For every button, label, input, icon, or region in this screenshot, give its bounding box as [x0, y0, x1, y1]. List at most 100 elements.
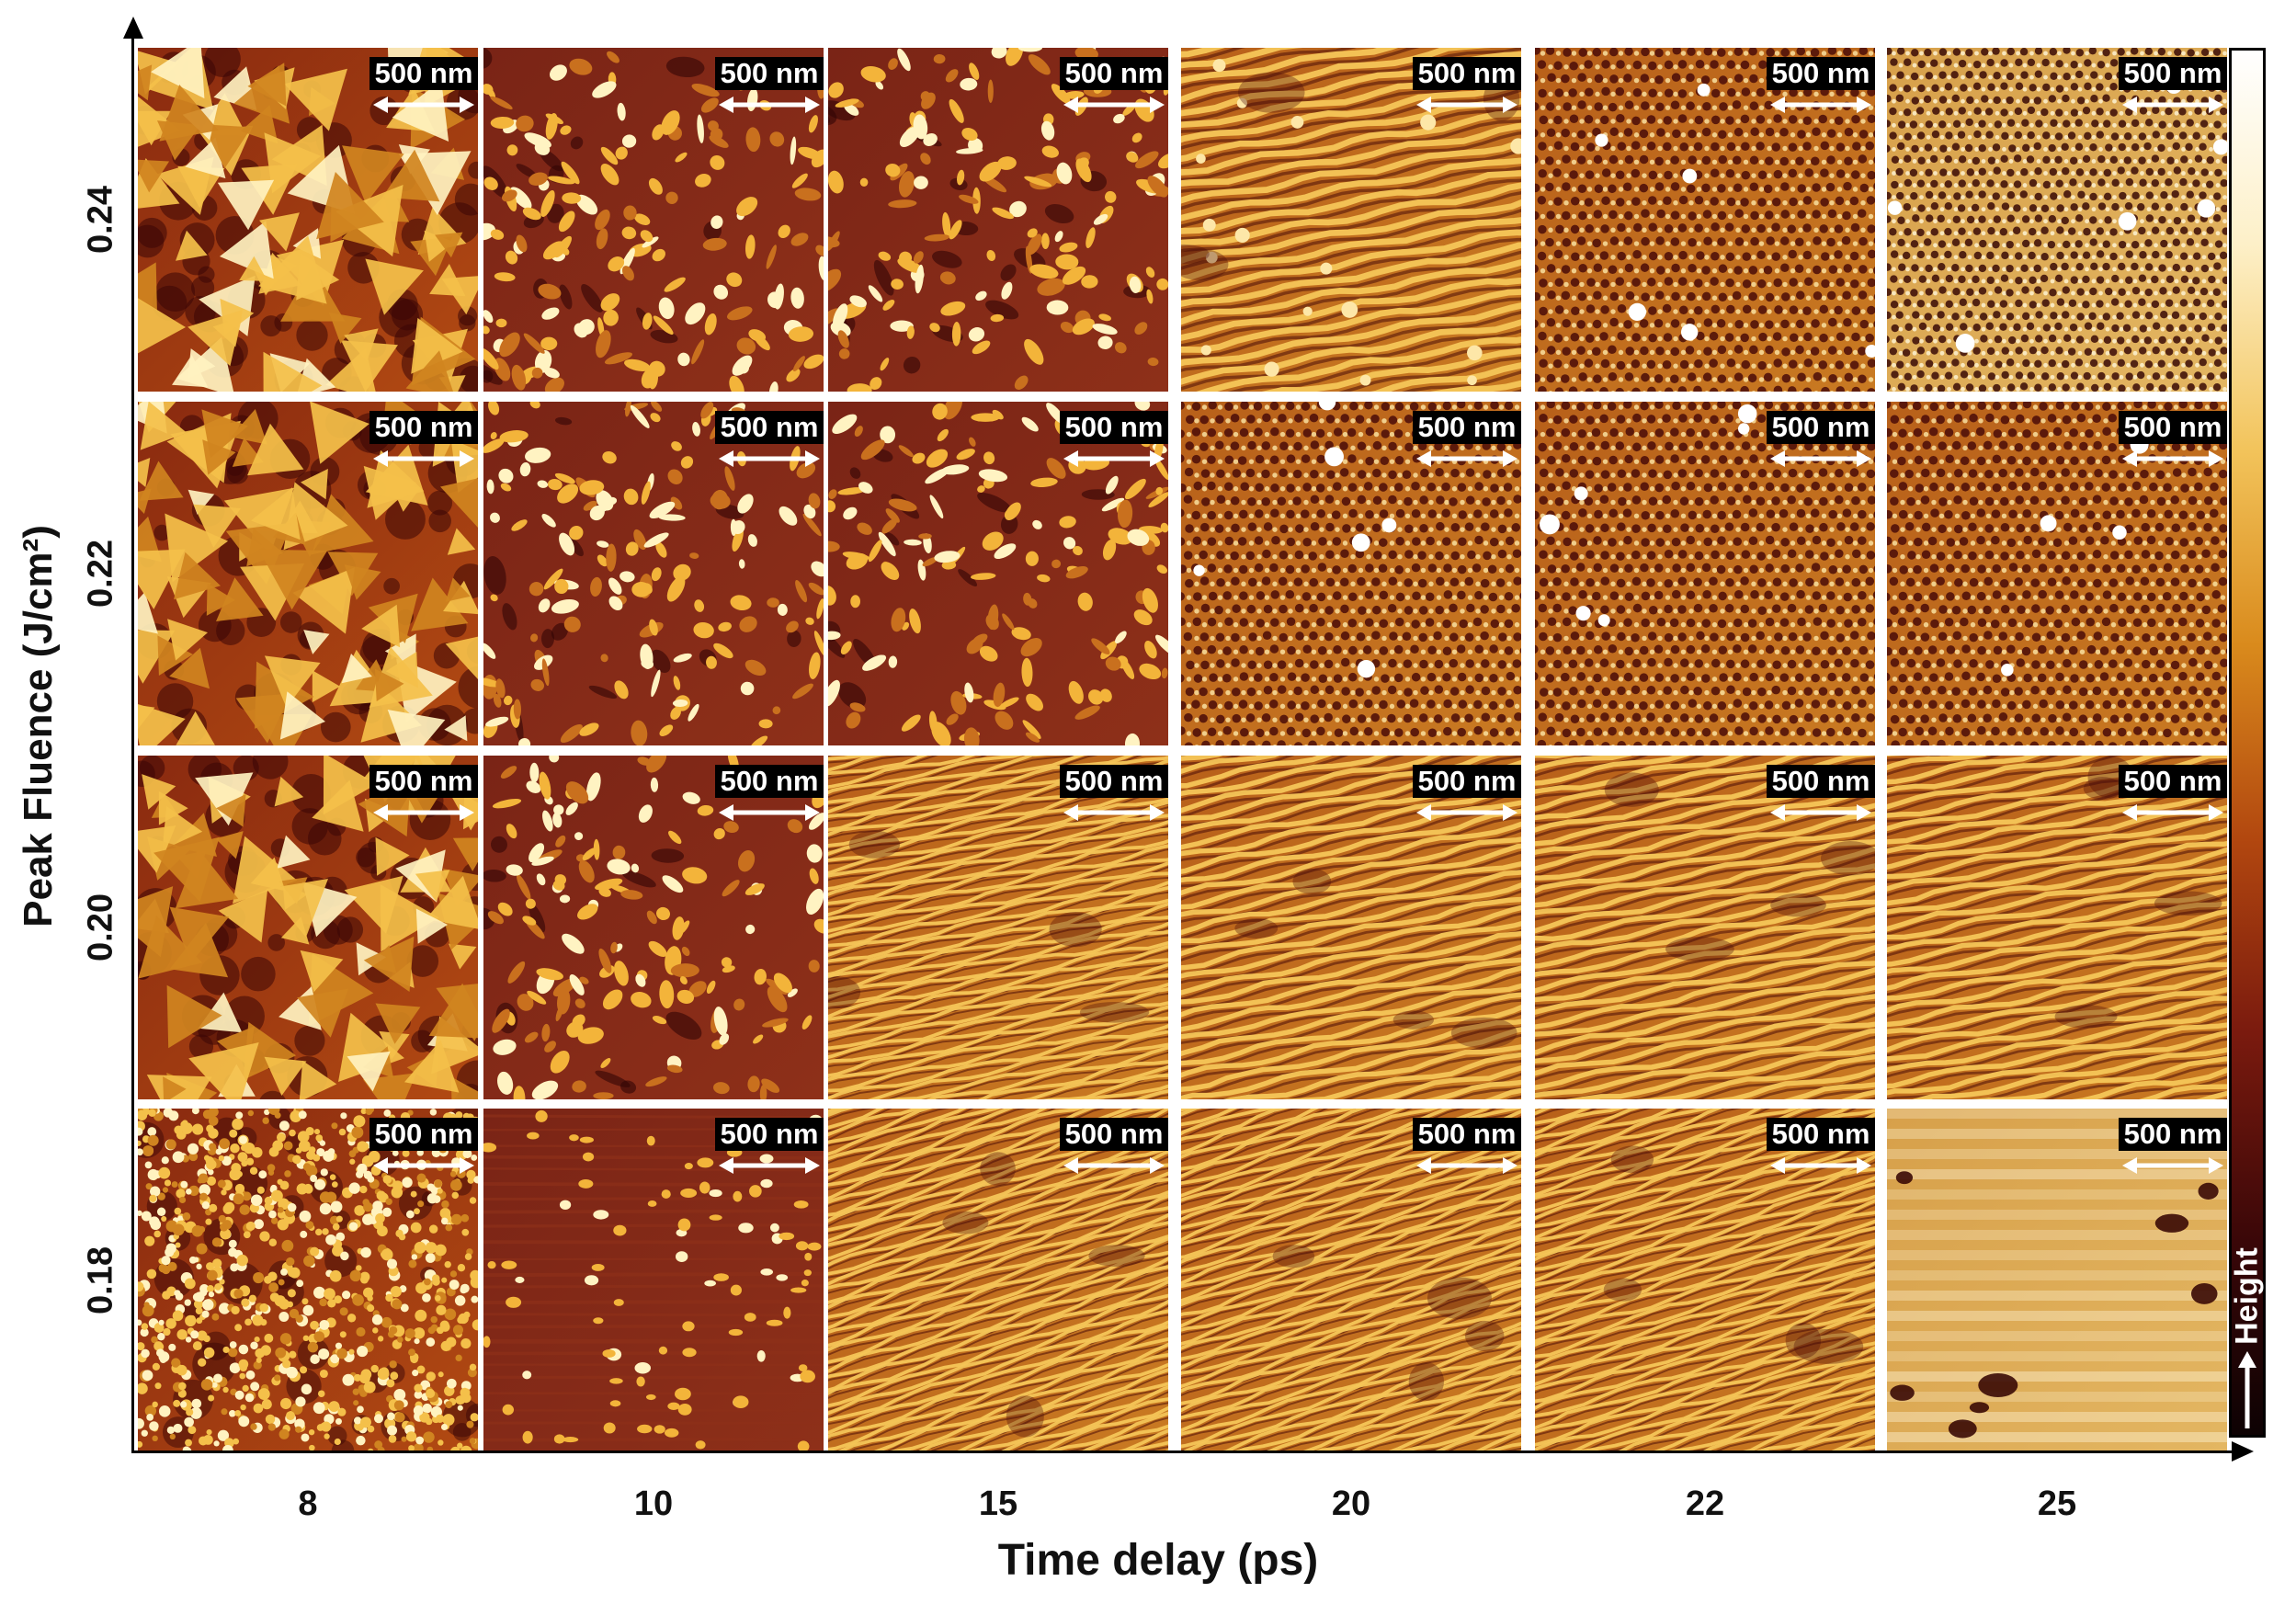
- scale-bar-label: 500 nm: [1767, 411, 1875, 444]
- scale-bar: 500 nm: [715, 48, 824, 116]
- scale-bar-label: 500 nm: [1060, 411, 1168, 444]
- x-axis-title: Time delay (ps): [997, 1536, 1319, 1585]
- scale-bar: 500 nm: [1767, 402, 1875, 470]
- scale-bar: 500 nm: [369, 402, 478, 470]
- afm-panel: 500 nm: [1887, 48, 2227, 392]
- scale-bar: 500 nm: [2119, 402, 2227, 470]
- afm-panel: 500 nm: [138, 48, 478, 392]
- afm-height-map: [483, 48, 824, 392]
- scale-bar: 500 nm: [715, 756, 824, 824]
- y-tick-label: 0.20: [81, 893, 120, 961]
- scale-bar: 500 nm: [715, 402, 824, 470]
- afm-height-map: [483, 402, 824, 745]
- scale-bar: 500 nm: [1060, 1109, 1168, 1177]
- double-arrow-icon: [1416, 450, 1517, 467]
- double-arrow-icon: [1770, 450, 1871, 467]
- scale-bar: 500 nm: [369, 756, 478, 824]
- double-arrow-icon: [1063, 97, 1165, 113]
- double-arrow-icon: [1416, 97, 1517, 113]
- y-axis-title: Peak Fluence (J/cm²): [16, 525, 61, 927]
- scale-bar: 500 nm: [1767, 756, 1875, 824]
- scale-bar-label: 500 nm: [2119, 411, 2227, 444]
- scale-bar: 500 nm: [1060, 48, 1168, 116]
- afm-panel: 500 nm: [483, 1109, 824, 1452]
- afm-height-map: [828, 402, 1168, 745]
- scale-bar: 500 nm: [1413, 1109, 1521, 1177]
- scale-bar-label: 500 nm: [1413, 57, 1521, 90]
- scale-bar: 500 nm: [1413, 756, 1521, 824]
- scale-bar-label: 500 nm: [1767, 765, 1875, 798]
- afm-height-map: [1535, 48, 1875, 392]
- afm-panel: 500 nm: [828, 48, 1168, 392]
- scale-bar: 500 nm: [1060, 756, 1168, 824]
- afm-panel: 500 nm: [1181, 48, 1521, 392]
- afm-panel: 500 nm: [138, 756, 478, 1099]
- afm-panel: 500 nm: [828, 1109, 1168, 1452]
- double-arrow-icon: [719, 450, 820, 467]
- scale-bar-label: 500 nm: [2119, 57, 2227, 90]
- scale-bar-label: 500 nm: [715, 1118, 824, 1151]
- scale-bar-label: 500 nm: [1413, 765, 1521, 798]
- x-tick-label: 25: [2037, 1485, 2077, 1523]
- scale-bar: 500 nm: [1767, 48, 1875, 116]
- afm-panel: 500 nm: [1535, 48, 1875, 392]
- scale-bar-label: 500 nm: [1767, 57, 1875, 90]
- scale-bar-label: 500 nm: [369, 1118, 478, 1151]
- scale-bar-label: 500 nm: [1413, 411, 1521, 444]
- double-arrow-icon: [1063, 1157, 1165, 1174]
- double-arrow-icon: [2122, 804, 2223, 821]
- y-tick-label: 0.22: [81, 540, 120, 608]
- double-arrow-icon: [1770, 1157, 1871, 1174]
- scale-bar-label: 500 nm: [715, 765, 824, 798]
- afm-panel: 500 nm: [1887, 1109, 2227, 1452]
- y-axis-arrowhead: [123, 17, 143, 39]
- double-arrow-icon: [1770, 804, 1871, 821]
- scale-bar-label: 500 nm: [1060, 57, 1168, 90]
- x-tick-label: 20: [1331, 1485, 1371, 1523]
- double-arrow-icon: [373, 450, 474, 467]
- scale-bar-label: 500 nm: [2119, 1118, 2227, 1151]
- afm-panel: 500 nm: [1887, 402, 2227, 745]
- double-arrow-icon: [1770, 97, 1871, 113]
- double-arrow-icon: [2122, 450, 2223, 467]
- double-arrow-icon: [1063, 804, 1165, 821]
- double-arrow-icon: [373, 97, 474, 113]
- afm-panel: 500 nm: [1181, 402, 1521, 745]
- scale-bar: 500 nm: [369, 48, 478, 116]
- scale-bar-label: 500 nm: [369, 765, 478, 798]
- afm-panel: 500 nm: [138, 1109, 478, 1452]
- double-arrow-icon: [1063, 450, 1165, 467]
- scale-bar-label: 500 nm: [1413, 1118, 1521, 1151]
- afm-panel: 500 nm: [828, 756, 1168, 1099]
- scale-bar: 500 nm: [1060, 402, 1168, 470]
- scale-bar: 500 nm: [1413, 48, 1521, 116]
- afm-panel: 500 nm: [483, 48, 824, 392]
- x-tick-label: 15: [978, 1485, 1018, 1523]
- scale-bar: 500 nm: [1767, 1109, 1875, 1177]
- afm-panel: 500 nm: [483, 756, 824, 1099]
- colorbar-label: Height: [2229, 1247, 2265, 1345]
- afm-panel: 500 nm: [1535, 756, 1875, 1099]
- x-axis-arrowhead: [2232, 1441, 2254, 1462]
- scale-bar-label: 500 nm: [715, 411, 824, 444]
- scale-bar-label: 500 nm: [369, 57, 478, 90]
- double-arrow-icon: [2122, 97, 2223, 113]
- afm-panel: 500 nm: [1535, 1109, 1875, 1452]
- arrow-up-icon: [2238, 1351, 2256, 1428]
- double-arrow-icon: [719, 97, 820, 113]
- scale-bar: 500 nm: [2119, 1109, 2227, 1177]
- double-arrow-icon: [373, 1157, 474, 1174]
- scale-bar-label: 500 nm: [715, 57, 824, 90]
- scale-bar: 500 nm: [2119, 756, 2227, 824]
- afm-height-map: [1887, 402, 2227, 745]
- x-tick-label: 8: [298, 1485, 318, 1523]
- x-tick-label: 10: [633, 1485, 674, 1523]
- y-tick-label: 0.18: [81, 1246, 120, 1314]
- scale-bar: 500 nm: [715, 1109, 824, 1177]
- scale-bar-label: 500 nm: [1767, 1118, 1875, 1151]
- afm-panel: 500 nm: [828, 402, 1168, 745]
- y-axis-line: [131, 26, 134, 1452]
- scale-bar: 500 nm: [1413, 402, 1521, 470]
- scale-bar: 500 nm: [2119, 48, 2227, 116]
